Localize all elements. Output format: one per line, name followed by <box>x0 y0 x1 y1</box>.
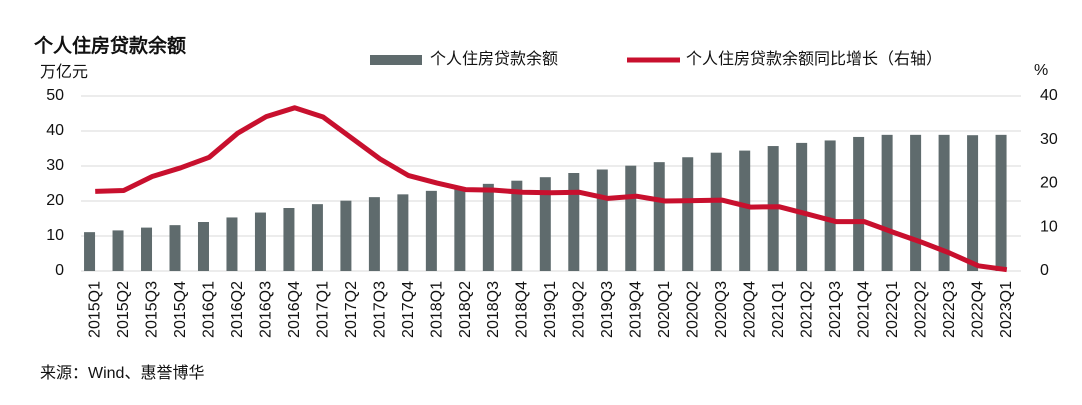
source: 来源：Wind、惠誉博华 <box>40 364 204 382</box>
x-tick-label: 2019Q2 <box>571 281 588 338</box>
bar <box>739 150 751 271</box>
x-tick-label: 2023Q1 <box>998 281 1015 338</box>
bar <box>710 152 722 271</box>
bar <box>197 222 209 271</box>
bar <box>682 157 694 271</box>
x-tick-label: 2018Q3 <box>485 281 502 338</box>
bar <box>283 208 295 271</box>
x-tick-label: 2015Q2 <box>115 281 132 338</box>
bar <box>824 140 836 271</box>
x-tick-label: 2016Q4 <box>286 281 303 338</box>
x-tick-label: 2017Q2 <box>343 281 360 338</box>
y2-axis-label: % <box>1034 62 1048 79</box>
x-tick-label: 2022Q3 <box>941 281 958 338</box>
x-tick-label: 2018Q2 <box>457 281 474 338</box>
bar <box>454 187 466 271</box>
bar <box>910 134 922 271</box>
bar <box>938 134 950 271</box>
bar <box>169 225 181 271</box>
x-tick-label: 2021Q4 <box>856 281 873 338</box>
bar <box>995 134 1007 271</box>
x-tick-label: 2016Q2 <box>229 281 246 338</box>
x-tick-label: 2018Q4 <box>514 281 531 338</box>
x-tick-label: 2019Q3 <box>599 281 616 338</box>
x-tick-label: 2015Q4 <box>172 281 189 338</box>
y2-tick-label: 40 <box>1040 87 1058 104</box>
bar <box>482 183 494 271</box>
y2-tick-label: 30 <box>1040 131 1058 148</box>
y2-tick-label: 0 <box>1040 262 1049 279</box>
x-tick-label: 2017Q3 <box>371 281 388 338</box>
x-tick-label: 2016Q3 <box>257 281 274 338</box>
x-tick-label: 2021Q3 <box>827 281 844 338</box>
x-tick-label: 2019Q1 <box>542 281 559 338</box>
bar <box>625 165 637 271</box>
bar <box>596 169 608 271</box>
bar <box>796 142 808 271</box>
y2-tick-label: 10 <box>1040 218 1058 235</box>
y-tick-label: 0 <box>55 262 64 279</box>
x-tick-label: 2016Q1 <box>200 281 217 338</box>
y2-tick-label: 20 <box>1040 175 1058 192</box>
x-tick-label: 2015Q1 <box>86 281 103 338</box>
x-tick-label: 2020Q4 <box>742 281 759 338</box>
chart-title: 个人住房贷款余额 <box>33 34 186 57</box>
x-tick-label: 2022Q4 <box>969 281 986 338</box>
x-tick-label: 2020Q1 <box>656 281 673 338</box>
x-tick-label: 2022Q2 <box>913 281 930 338</box>
bar <box>967 135 979 271</box>
bar <box>141 227 153 271</box>
x-tick-label: 2021Q2 <box>799 281 816 338</box>
bar <box>84 232 96 271</box>
x-tick-label: 2015Q3 <box>143 281 160 338</box>
x-tick-label: 2018Q1 <box>428 281 445 338</box>
x-tick-label: 2017Q4 <box>400 281 417 338</box>
x-tick-label: 2021Q1 <box>770 281 787 338</box>
bar <box>881 134 893 271</box>
y-axis-label: 万亿元 <box>40 63 88 81</box>
bar <box>226 217 238 271</box>
bar <box>653 162 665 271</box>
bar <box>368 197 380 271</box>
x-tick-label: 2020Q3 <box>713 281 730 338</box>
bar <box>511 180 523 271</box>
bar <box>397 194 409 271</box>
y-tick-label: 20 <box>46 192 64 209</box>
bar <box>853 136 865 271</box>
bar <box>254 212 266 271</box>
legend-swatch <box>370 55 422 65</box>
y-tick-label: 30 <box>46 157 64 174</box>
bar <box>340 200 352 271</box>
legend-label: 个人住房贷款余额 <box>430 49 558 68</box>
x-tick-label: 2020Q2 <box>685 281 702 338</box>
y-tick-label: 50 <box>46 87 64 104</box>
bar <box>425 190 437 271</box>
x-tick-label: 2017Q1 <box>314 281 331 338</box>
x-tick-label: 2022Q1 <box>884 281 901 338</box>
y-tick-label: 40 <box>46 122 64 139</box>
x-tick-label: 2019Q4 <box>628 281 645 338</box>
bar <box>112 230 124 271</box>
y-tick-label: 10 <box>46 227 64 244</box>
line <box>95 105 1008 273</box>
legend-label: 个人住房贷款余额同比增长（右轴） <box>686 49 942 68</box>
bar <box>568 173 580 271</box>
bar <box>311 204 323 271</box>
bar <box>539 177 551 271</box>
